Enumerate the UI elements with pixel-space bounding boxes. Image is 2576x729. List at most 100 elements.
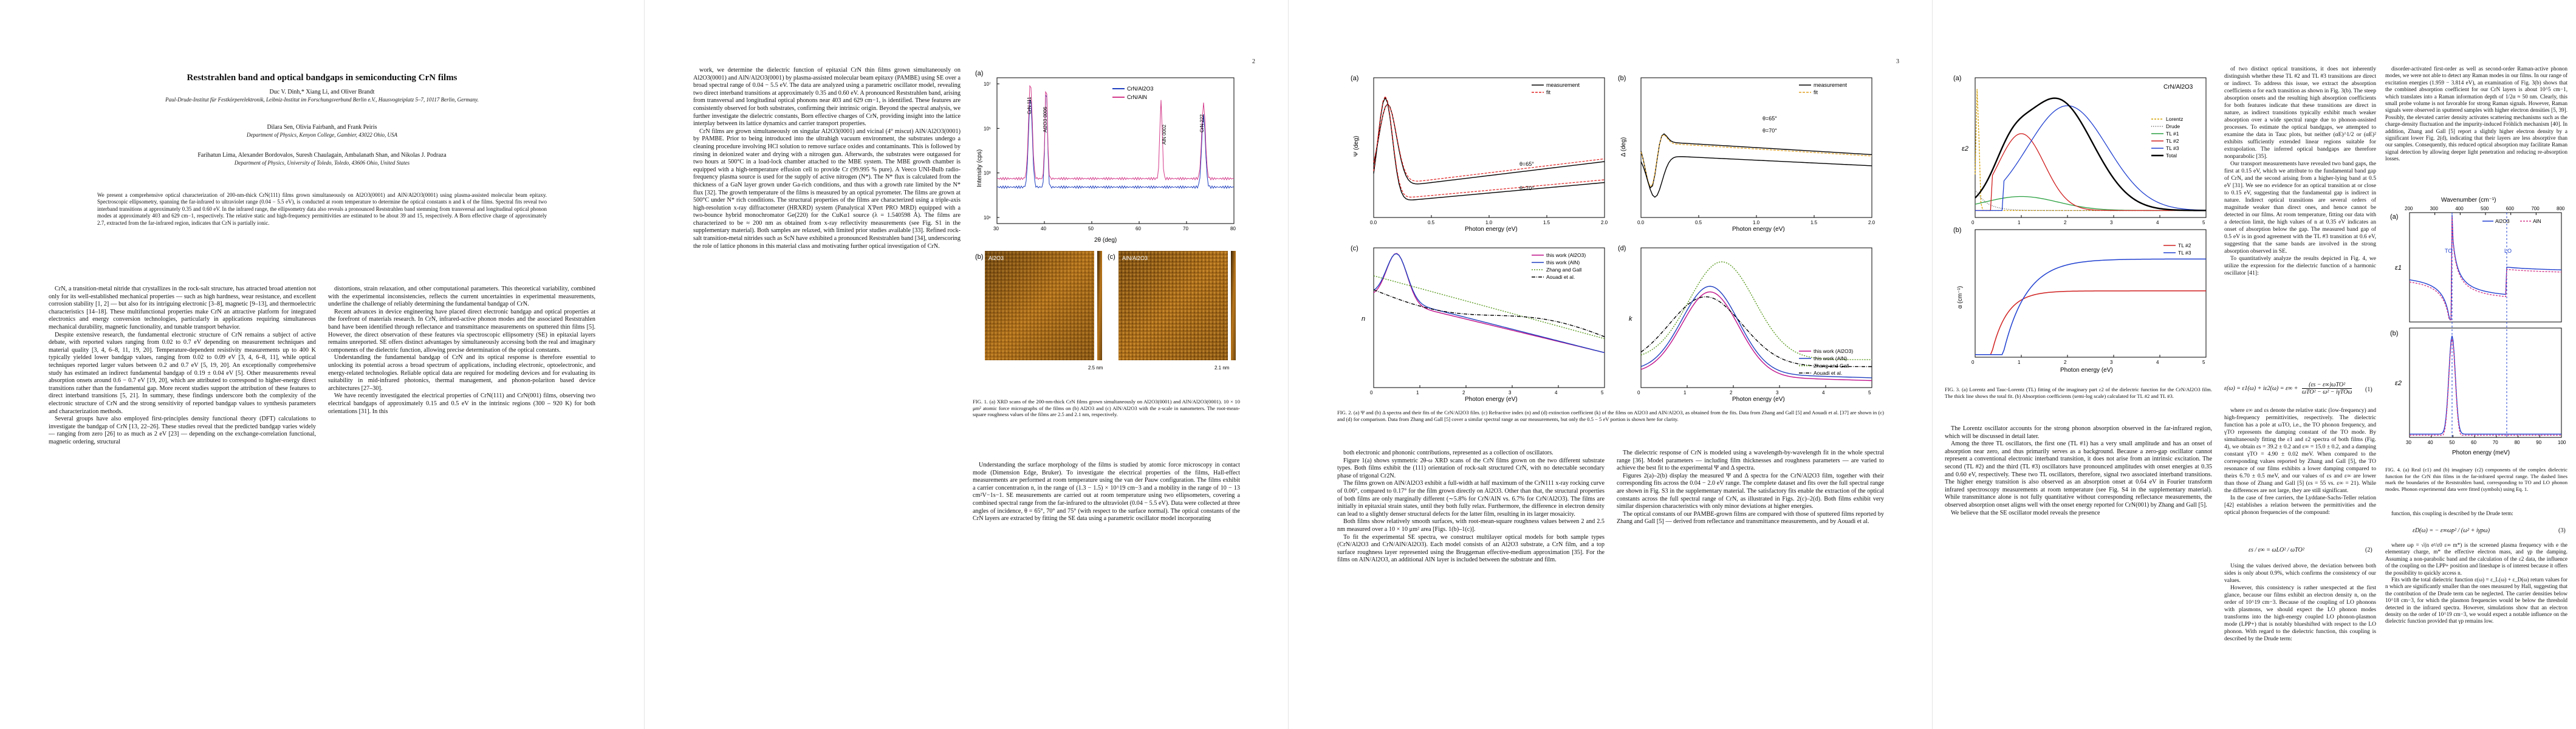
legend-label-c-3: Aouadi et al. <box>1546 274 1575 280</box>
p4-column-left: The Lorentz oscillator accounts for the … <box>1945 425 2212 517</box>
legend-label-fig4-al2o3: Al2O3 <box>2495 218 2510 224</box>
p5-column-right-bottom: function, this coupling is described by … <box>2385 510 2567 517</box>
fig4-top-tick-label: 700 <box>2531 206 2540 211</box>
panel-d-tag: (d) <box>1618 245 1626 252</box>
tl1-curve <box>1975 196 2207 211</box>
xrd-axes-frame <box>996 77 1235 224</box>
eps1-aln-curve <box>2409 217 2562 321</box>
lorentz-curve <box>1975 89 2206 211</box>
eq1-num: (εs − ε∞)ωTO² <box>2301 382 2352 389</box>
equation-1-number: (1) <box>2365 386 2372 393</box>
abstract: We present a comprehensive optical chara… <box>97 192 547 226</box>
afm-label-aln: AlN/Al2O3 <box>1122 255 1148 261</box>
n-zhang-gall <box>1373 275 1605 340</box>
fig4-top-tick-label: 300 <box>2430 206 2439 211</box>
legend-label-tl3: TL #3 <box>2166 145 2179 151</box>
fig4-top-tick-label: 500 <box>2481 206 2489 211</box>
legend-c: this work (Al2O3) this work (AlN) Zhang … <box>1532 252 1586 280</box>
paper-title: Reststrahlen band and optical bandgaps i… <box>187 73 457 83</box>
affiliation-2: Department of Physics, Kenyon College, G… <box>247 132 397 138</box>
x-label-b: Photon energy (eV) <box>1732 226 1785 233</box>
page-3: 3 (a) (b) (c) (d) Ψ (deg) Δ (deg) n k Ph… <box>1288 0 1933 729</box>
paragraph: CrN films are grown simultaneously on si… <box>693 128 961 250</box>
afm-scale-b: 2.5 nm <box>1088 365 1103 371</box>
fig4-xtick-label: 50 <box>2449 440 2454 445</box>
fig4-top-tick-label: 800 <box>2557 206 2565 211</box>
authors-1: Duc V. Dinh,* Xiang Li, and Oliver Brand… <box>269 89 375 95</box>
tl2-curve <box>1975 133 2206 211</box>
p2-column-right-text: Understanding the surface morphology of … <box>973 462 1240 523</box>
paragraph: both electronic and phononic contributio… <box>1343 450 1553 456</box>
page-1: Reststrahlen band and optical bandgaps i… <box>0 0 644 729</box>
paragraph: Among the three TL oscillators, the firs… <box>1945 440 2212 508</box>
legend-label-tl1: TL #1 <box>2166 131 2179 137</box>
x-label-d: Photon energy (eV) <box>1732 396 1785 403</box>
author-block-3: Farihatun Lima, Alexander Bordovalos, Su… <box>49 152 595 166</box>
eps2-xtick-label: 5 <box>2202 220 2205 225</box>
p1-column-left: CrN, a transition-metal nitride that cry… <box>49 286 316 446</box>
paragraph: Recent advances in device engineering ha… <box>328 308 595 354</box>
alpha-tl3-curve <box>1975 258 2207 355</box>
fig4-xtick-label: 80 <box>2515 440 2520 445</box>
paragraph: In the case of free carriers, the Lyddan… <box>2224 495 2376 516</box>
k-aouadi <box>1640 296 1872 368</box>
alpha-xtick-label: 1 <box>2018 360 2021 365</box>
paragraph: Both films show relatively smooth surfac… <box>1337 518 1605 533</box>
p5-column-middle-c: Using the values derived above, the devi… <box>2224 563 2376 643</box>
authors-2: Dilara Sen, Olivia Fairbanh, and Frank P… <box>267 124 377 131</box>
k-xtick-label: 5 <box>1868 390 1871 395</box>
legend-label-d-1: this work (AlN) <box>1814 355 1847 361</box>
psi-xtick-label: 1.0 <box>1485 220 1493 225</box>
authors-3: Farihatun Lima, Alexander Bordovalos, Su… <box>197 152 447 159</box>
eps2-xtick-label: 4 <box>2156 220 2159 225</box>
eps2-xtick-label: 0 <box>1971 220 1975 225</box>
alpha-axes-frame <box>1975 229 2207 358</box>
eps2-y-label: ε2 <box>1962 145 1968 152</box>
delta-xtick-label: 1.5 <box>1810 220 1818 225</box>
author-block-1: Duc V. Dinh,* Xiang Li, and Oliver Brand… <box>49 89 595 103</box>
k-xtick-label: 4 <box>1822 390 1825 395</box>
equation-2: εs / ε∞ = ωLO² / ωTO² <box>2249 547 2304 553</box>
afm-shading-al2o3 <box>985 251 1094 360</box>
alpha-xtick-label: 5 <box>2202 360 2205 365</box>
paragraph: work, we determine the dielectric functi… <box>693 67 961 128</box>
tl3-curve <box>1975 105 2207 211</box>
eps1-y-label: ε1 <box>2395 264 2402 272</box>
psi-y-label: Ψ (deg) <box>1353 136 1360 157</box>
fig4-xtick-label: 70 <box>2493 440 2498 445</box>
legend-label-b-tl3: TL #3 <box>2178 250 2191 256</box>
panel-b-tag: (b) <box>975 253 983 261</box>
paragraph: Figures 2(a)–2(b) display the measured Ψ… <box>1617 472 1884 510</box>
panel-b-tag: (b) <box>2390 330 2398 337</box>
angle-65-b: θ=65° <box>1762 115 1777 122</box>
paragraph: Our transport measurements have revealed… <box>2224 160 2376 255</box>
equation-1: ε(ω) = ε1(ω) + iε2(ω) = ε∞ + (εs − ε∞)ωT… <box>2224 382 2376 395</box>
equation-2-number: (2) <box>2365 547 2372 553</box>
fig3-title: CrN/Al2O3 <box>2163 84 2193 91</box>
xrd-y-label: Intensity (cps) <box>976 149 983 187</box>
alpha-xtick-label: 2 <box>2064 360 2067 365</box>
afm-label-al2o3: Al2O3 <box>988 255 1004 261</box>
p5-column-middle-b: where ε∞ and εs denote the relative stat… <box>2224 407 2376 516</box>
fig4-top-tick-label: 600 <box>2506 206 2515 211</box>
p2-column-left: work, we determine the dielectric functi… <box>693 67 961 250</box>
alpha-xtick-label: 0 <box>1971 360 1975 365</box>
page-number: 3 <box>1896 58 1899 65</box>
legend-label-measurement-b: measurement <box>1814 82 1848 88</box>
eq1-lhs: ε(ω) = ε1(ω) + iε2(ω) = ε∞ + <box>2224 385 2298 392</box>
legend-label-lorentz: Lorentz <box>2166 116 2183 122</box>
n-xtick-label: 0 <box>1370 390 1373 395</box>
xrd-ytick-label: 10³ <box>984 171 991 176</box>
fig3b-legend: TL #2 TL #3 <box>2163 242 2191 256</box>
p5-column-right-top: disorder-activated first-order as well a… <box>2385 66 2567 163</box>
fig3-x-label: Photon energy (eV) <box>2060 367 2113 374</box>
n-this-work-aln <box>1373 253 1605 354</box>
peak-label-crn111: CrN 111 <box>1027 97 1032 114</box>
paragraph: To fit the experimental SE spectra, we c… <box>1337 533 1605 564</box>
alpha-xtick-label: 4 <box>2156 360 2159 365</box>
fig4-top-tick-label: 200 <box>2405 206 2413 211</box>
xrd-xtick-label: 30 <box>993 226 999 231</box>
eps2-aln-curve <box>2410 338 2561 436</box>
eps1-al2o3-curve <box>2409 214 2562 321</box>
n-xtick-label: 3 <box>1509 390 1512 395</box>
